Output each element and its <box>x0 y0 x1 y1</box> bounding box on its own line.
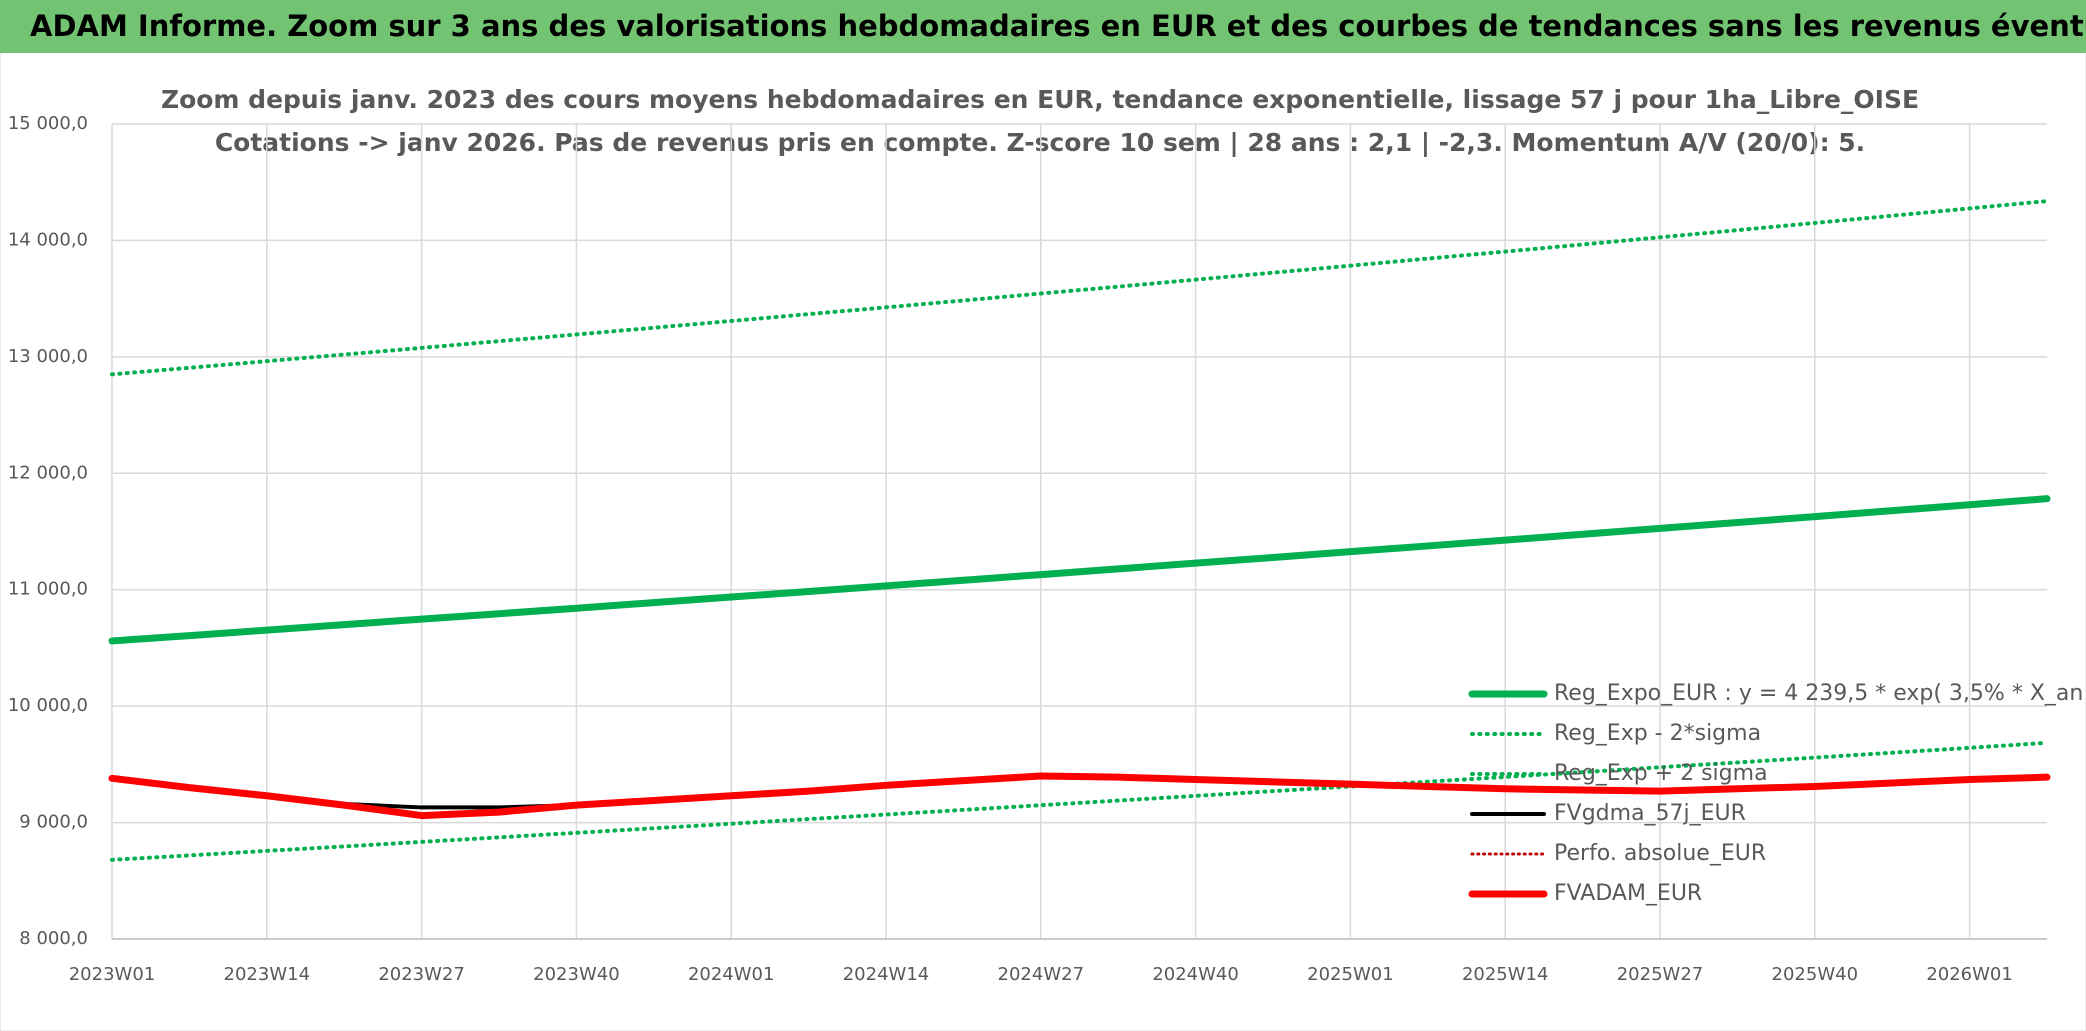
legend-label: FVADAM_EUR <box>1554 881 1702 906</box>
y-tick-label: 15 000,0 <box>8 113 88 134</box>
x-tick-label: 2025W01 <box>1307 964 1394 985</box>
chart-subtitle: Cotations -> janv 2026. Pas de revenus p… <box>215 128 1865 157</box>
legend-label: Perfo. absolue_EUR <box>1554 841 1766 866</box>
y-tick-label: 9 000,0 <box>19 812 88 833</box>
x-tick-label: 2025W27 <box>1617 964 1704 985</box>
x-tick-label: 2024W14 <box>843 964 930 985</box>
legend-label: Reg_Exp - 2*sigma <box>1554 721 1761 746</box>
y-tick-label: 8 000,0 <box>19 928 88 949</box>
y-tick-label: 14 000,0 <box>8 229 88 250</box>
x-tick-label: 2023W27 <box>378 964 465 985</box>
x-tick-label: 2024W01 <box>688 964 775 985</box>
x-tick-label: 2025W40 <box>1772 964 1859 985</box>
x-tick-label: 2026W01 <box>1926 964 2013 985</box>
y-tick-label: 10 000,0 <box>8 695 88 716</box>
legend-label: FVgdma_57j_EUR <box>1554 801 1746 826</box>
x-tick-label: 2023W14 <box>224 964 311 985</box>
series-line <box>110 740 2049 862</box>
legend-label: Reg_Exp + 2 sigma <box>1554 761 1768 786</box>
series-line <box>110 199 2049 377</box>
series-line <box>108 772 2051 820</box>
x-tick-label: 2023W01 <box>69 964 156 985</box>
y-tick-label: 13 000,0 <box>8 346 88 367</box>
chart-title: Zoom depuis janv. 2023 des cours moyens … <box>161 85 1919 114</box>
header-bar <box>0 0 2086 53</box>
header-title: ADAM Informe. Zoom sur 3 ans des valoris… <box>30 9 2086 43</box>
y-tick-label: 12 000,0 <box>8 462 88 483</box>
x-tick-label: 2024W40 <box>1152 964 1239 985</box>
y-tick-label: 11 000,0 <box>8 579 88 600</box>
x-tick-label: 2023W40 <box>533 964 620 985</box>
x-tick-label: 2025W14 <box>1462 964 1549 985</box>
x-tick-label: 2024W27 <box>998 964 1085 985</box>
legend-label: Reg_Expo_EUR : y = 4 239,5 * exp( 3,5% *… <box>1554 681 2086 706</box>
series-line <box>108 495 2051 645</box>
